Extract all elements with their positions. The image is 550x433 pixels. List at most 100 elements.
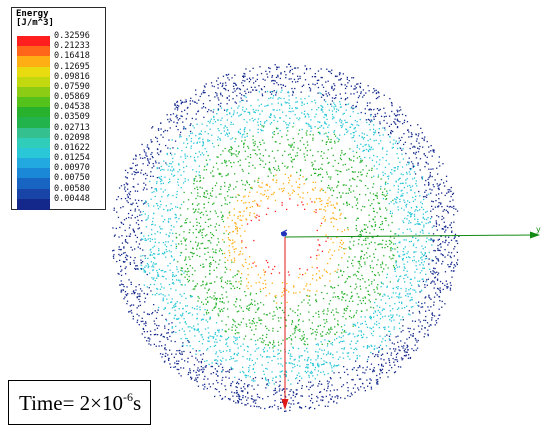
particle bbox=[224, 281, 227, 283]
particle bbox=[184, 157, 187, 159]
particle bbox=[355, 360, 357, 362]
particle bbox=[445, 239, 447, 241]
particle bbox=[238, 332, 240, 334]
particle bbox=[195, 175, 197, 177]
particle bbox=[131, 312, 133, 314]
particle bbox=[196, 359, 198, 361]
particle bbox=[359, 279, 361, 281]
particle bbox=[290, 156, 292, 159]
particle bbox=[237, 87, 239, 89]
particle bbox=[257, 274, 259, 276]
particle bbox=[168, 165, 170, 167]
particle bbox=[342, 73, 344, 75]
particle bbox=[346, 131, 348, 133]
particle bbox=[415, 195, 417, 197]
particle bbox=[245, 108, 248, 110]
particle bbox=[425, 196, 428, 198]
particle bbox=[285, 374, 287, 376]
particle bbox=[369, 327, 371, 329]
particle bbox=[222, 357, 224, 359]
particle bbox=[312, 402, 314, 404]
particle bbox=[162, 299, 164, 301]
particle bbox=[215, 302, 217, 304]
particle bbox=[143, 271, 145, 273]
particle bbox=[401, 149, 403, 151]
particle bbox=[319, 380, 321, 382]
particle bbox=[256, 321, 258, 324]
particle bbox=[282, 294, 285, 296]
particle bbox=[201, 318, 203, 320]
particle bbox=[295, 97, 297, 99]
particle bbox=[401, 113, 404, 116]
particle bbox=[235, 196, 237, 198]
particle bbox=[213, 202, 215, 204]
particle bbox=[344, 87, 347, 90]
particle bbox=[402, 232, 404, 234]
particle bbox=[425, 296, 427, 298]
particle bbox=[355, 228, 357, 230]
particle bbox=[311, 109, 313, 111]
particle bbox=[251, 117, 253, 119]
particle bbox=[207, 340, 209, 342]
particle bbox=[447, 264, 449, 266]
particle bbox=[222, 214, 224, 216]
particle bbox=[422, 217, 424, 219]
particle bbox=[369, 232, 371, 234]
particle bbox=[357, 83, 359, 85]
particle bbox=[447, 244, 449, 246]
particle bbox=[354, 179, 356, 181]
particle bbox=[341, 257, 343, 259]
particle bbox=[356, 229, 358, 232]
particle bbox=[396, 147, 399, 150]
particle bbox=[215, 373, 217, 375]
particle bbox=[180, 131, 182, 133]
particle bbox=[312, 328, 314, 331]
particle bbox=[320, 357, 322, 360]
particle bbox=[253, 388, 255, 390]
particle bbox=[264, 286, 267, 289]
particle bbox=[402, 158, 404, 160]
particle bbox=[345, 310, 347, 312]
particle bbox=[256, 78, 258, 81]
particle bbox=[442, 260, 444, 263]
particle bbox=[233, 82, 235, 84]
particle bbox=[187, 179, 189, 181]
particle bbox=[288, 394, 290, 396]
particle bbox=[255, 311, 257, 313]
particle bbox=[196, 305, 198, 307]
particle bbox=[360, 256, 362, 258]
particle bbox=[290, 111, 292, 113]
particle bbox=[214, 281, 216, 283]
particle bbox=[435, 225, 437, 227]
particle bbox=[158, 325, 160, 327]
particle bbox=[326, 292, 328, 295]
particle bbox=[241, 241, 243, 244]
particle bbox=[277, 76, 279, 78]
particle bbox=[359, 231, 361, 233]
particle bbox=[196, 180, 198, 182]
particle bbox=[217, 97, 219, 99]
particle bbox=[209, 296, 211, 298]
particle bbox=[404, 141, 406, 143]
particle bbox=[249, 206, 251, 208]
particle bbox=[397, 335, 399, 337]
particle bbox=[327, 199, 329, 201]
particle bbox=[249, 322, 251, 324]
particle bbox=[311, 362, 314, 365]
particle bbox=[375, 248, 377, 250]
particle bbox=[381, 348, 384, 350]
particle bbox=[154, 323, 156, 325]
particle bbox=[364, 316, 366, 318]
particle bbox=[222, 310, 224, 312]
particle bbox=[185, 128, 187, 130]
particle bbox=[265, 213, 268, 215]
particle bbox=[118, 246, 120, 248]
particle bbox=[370, 149, 372, 151]
particle bbox=[143, 331, 145, 333]
particle bbox=[331, 254, 333, 256]
particle bbox=[431, 312, 433, 314]
particle bbox=[360, 258, 362, 260]
particle bbox=[176, 122, 178, 124]
particle bbox=[336, 337, 338, 340]
particle bbox=[146, 218, 148, 221]
